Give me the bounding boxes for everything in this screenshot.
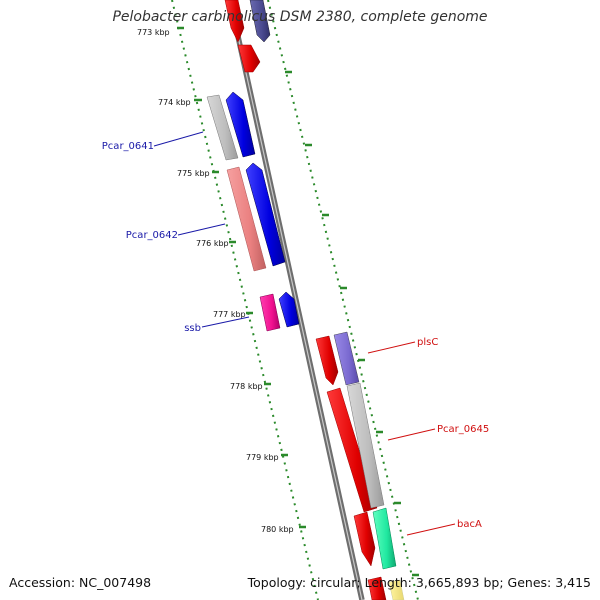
gene-ssb-blue[interactable] [278, 291, 300, 328]
gene-bottom-yellow[interactable] [388, 579, 405, 600]
genome-backbone [227, 0, 365, 600]
gene-pcar-0645-gray[interactable] [346, 382, 385, 509]
tick-label-776: 776 kbp [196, 239, 229, 248]
tick-label-779: 779 kbp [246, 453, 279, 462]
tick-label-775: 775 kbp [177, 169, 210, 178]
left-tick-track [171, 0, 319, 600]
gene-pcar-0642-pink[interactable] [226, 166, 267, 272]
tick-label-774: 774 kbp [158, 98, 191, 107]
gene-baca-green[interactable] [372, 507, 397, 570]
gene-label-pcar-0642[interactable]: Pcar_0642 [126, 230, 178, 241]
left-major-ticks [177, 26, 306, 529]
right-label-leaders [367, 341, 456, 536]
gene-top-red-left[interactable] [224, 0, 245, 43]
tick-label-773: 773 kbp [137, 28, 170, 37]
gene-plsc-purple[interactable] [333, 331, 360, 386]
gene-plsc-red[interactable] [315, 335, 339, 386]
gene-label-baca[interactable]: bacA [457, 519, 482, 530]
gene-pcar-0642-blue[interactable] [245, 162, 286, 267]
gene-top-red-left-2[interactable] [237, 44, 261, 73]
gene-pcar-0641-blue[interactable] [225, 91, 256, 158]
accession-text: Accession: NC_007498 [9, 575, 152, 590]
tick-label-780: 780 kbp [261, 525, 294, 534]
gene-pcar-0645-red[interactable] [326, 387, 378, 513]
left-label-leaders [153, 131, 250, 328]
gene-label-plsc[interactable]: plsC [417, 337, 438, 348]
gene-baca-red[interactable] [353, 511, 376, 567]
gene-top-darkpurple[interactable] [249, 0, 271, 43]
gene-label-ssb[interactable]: ssb [184, 323, 201, 334]
gene-ssb-magenta[interactable] [259, 293, 281, 332]
tick-label-778: 778 kbp [230, 382, 263, 391]
map-title: Pelobacter carbinolicus DSM 2380, comple… [112, 9, 488, 25]
tick-label-777: 777 kbp [213, 310, 246, 319]
gene-label-pcar-0645[interactable]: Pcar_0645 [437, 424, 489, 435]
right-major-ticks [285, 70, 419, 577]
genome-summary-text: Topology: circular; Length: 3,665,893 bp… [247, 575, 591, 590]
right-tick-track [267, 0, 419, 600]
gene-label-pcar-0641[interactable]: Pcar_0641 [102, 141, 154, 152]
kbp-tick-labels: 773 kbp 774 kbp 775 kbp 776 kbp 777 kbp … [137, 28, 294, 534]
gene-bottom-red[interactable] [367, 576, 387, 600]
gene-pcar-0641-gray[interactable] [206, 94, 239, 161]
